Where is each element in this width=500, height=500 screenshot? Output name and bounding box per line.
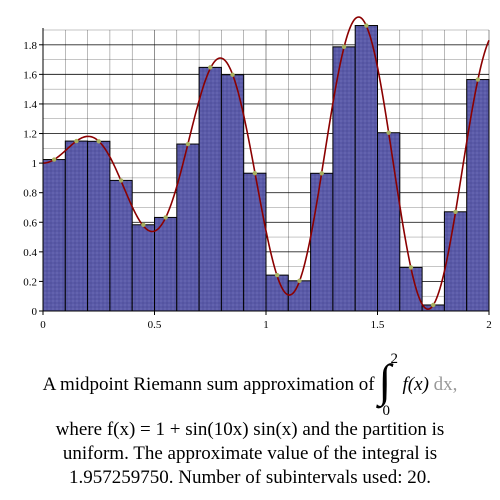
bar [443,211,468,312]
axes [39,28,490,315]
midpoint-marker [208,65,213,70]
midpoint-marker [230,72,235,77]
midpoint-marker [319,171,324,176]
riemann-sum-chart: 0 0.5 1 1.5 2 0 0.2 0.4 0.6 0.8 1 1.2 1.4 1.6 1.8 [23,16,492,331]
bar [42,159,66,312]
caption-intro: A midpoint Riemann sum approximation of [42,374,375,395]
bar [377,132,401,312]
bar [220,74,245,312]
y-tick-labels: 0 0.2 0.4 0.6 0.8 1 1.2 1.4 1.6 1.8 [23,40,37,318]
x-tick-labels: 0 0.5 1 1.5 2 [40,319,492,331]
bar [310,172,334,312]
midpoint-marker [341,44,347,50]
y-tick-label: 0.4 [23,247,37,259]
midpoint-marker [163,215,168,220]
midpoint-marker [475,77,481,82]
bar [198,66,222,312]
y-tick-label: 1.6 [23,69,37,81]
bar [87,140,111,312]
caption-line-4: 1.957259750. Number of subintervals used… [68,467,431,488]
caption-line-1: A midpoint Riemann sum approximation of … [0,351,500,419]
bar [466,79,490,312]
bar [354,25,379,312]
integral-sign-icon: ∫ [378,355,392,406]
integral-lower-limit: 0 [382,403,391,419]
integral-symbol: 2 ∫ 0 [378,351,401,419]
x-tick-label: 1 [263,319,269,331]
caption-line-3: uniform. The approximate value of the in… [62,443,438,464]
function-curve [42,16,490,310]
midpoint-marker [453,209,458,214]
bar [154,216,178,312]
midpoint-marker [408,265,414,270]
differential: dx, [433,374,458,395]
midpoint-marker [274,272,280,278]
function-curve-layer [42,16,490,310]
integrand: f(x) [402,374,429,395]
y-tick-label: 1 [32,158,38,170]
bar [131,224,155,312]
bar [399,266,423,312]
midpoint-marker [96,139,101,144]
bar [287,280,312,312]
bar [64,140,89,312]
midpoint-marker [74,138,79,144]
y-tick-label: 1.8 [23,40,37,52]
midpoint-marker [364,23,369,28]
x-tick-label: 2 [486,319,492,331]
y-tick-label: 0 [32,306,38,318]
midpoint-marker [185,141,191,147]
midpoint-marker [431,302,436,308]
x-tick-label: 0.5 [148,319,162,331]
midpoint-marker [386,130,391,135]
caption-line-2: where f(x) = 1 + sin(10x) sin(x) and the… [55,419,445,440]
y-tick-label: 1.4 [23,99,37,111]
midpoint-marker [51,157,57,162]
midpoint-markers [51,23,481,308]
caption: A midpoint Riemann sum approximation of … [0,352,500,490]
y-tick-label: 0.2 [23,276,37,288]
midpoint-marker [252,171,258,176]
y-tick-label: 0.8 [23,188,37,200]
y-tick-label: 0.6 [23,217,37,229]
midpoint-marker [297,278,302,284]
x-tick-label: 0 [40,319,46,331]
x-tick-label: 1.5 [371,319,385,331]
integral-upper-limit: 2 [390,351,399,367]
midpoint-marker [141,222,146,227]
bar [243,172,267,312]
midpoint-marker [118,178,124,183]
bar [176,143,200,312]
y-tick-label: 1.2 [23,129,37,141]
